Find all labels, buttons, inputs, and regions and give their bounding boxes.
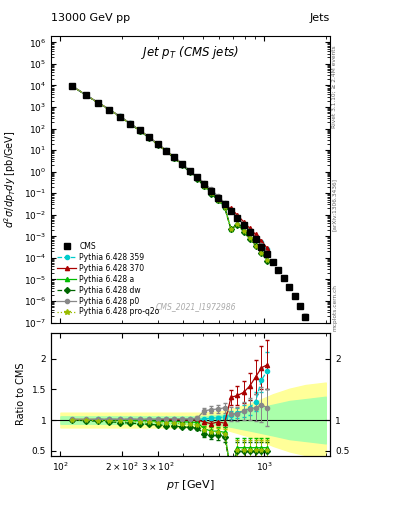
Text: 13000 GeV pp: 13000 GeV pp: [51, 13, 130, 23]
Text: Rivet 3.1.10; ≥ 2.4M events: Rivet 3.1.10; ≥ 2.4M events: [332, 46, 337, 129]
Y-axis label: $d^2\sigma/dp_Tdy$ [pb/GeV]: $d^2\sigma/dp_Tdy$ [pb/GeV]: [2, 131, 18, 228]
Text: [arXiv:1306.3436]: [arXiv:1306.3436]: [332, 178, 337, 231]
Legend: CMS, Pythia 6.428 359, Pythia 6.428 370, Pythia 6.428 a, Pythia 6.428 dw, Pythia: CMS, Pythia 6.428 359, Pythia 6.428 370,…: [55, 240, 162, 319]
Y-axis label: Ratio to CMS: Ratio to CMS: [16, 363, 26, 425]
Text: CMS_2021_I1972986: CMS_2021_I1972986: [156, 302, 237, 311]
Text: Jets: Jets: [310, 13, 330, 23]
Text: Jet $p_T$ (CMS jets): Jet $p_T$ (CMS jets): [141, 45, 240, 61]
X-axis label: $p_T$ [GeV]: $p_T$ [GeV]: [166, 479, 215, 493]
Text: mcplots.cern.ch: mcplots.cern.ch: [332, 284, 337, 331]
